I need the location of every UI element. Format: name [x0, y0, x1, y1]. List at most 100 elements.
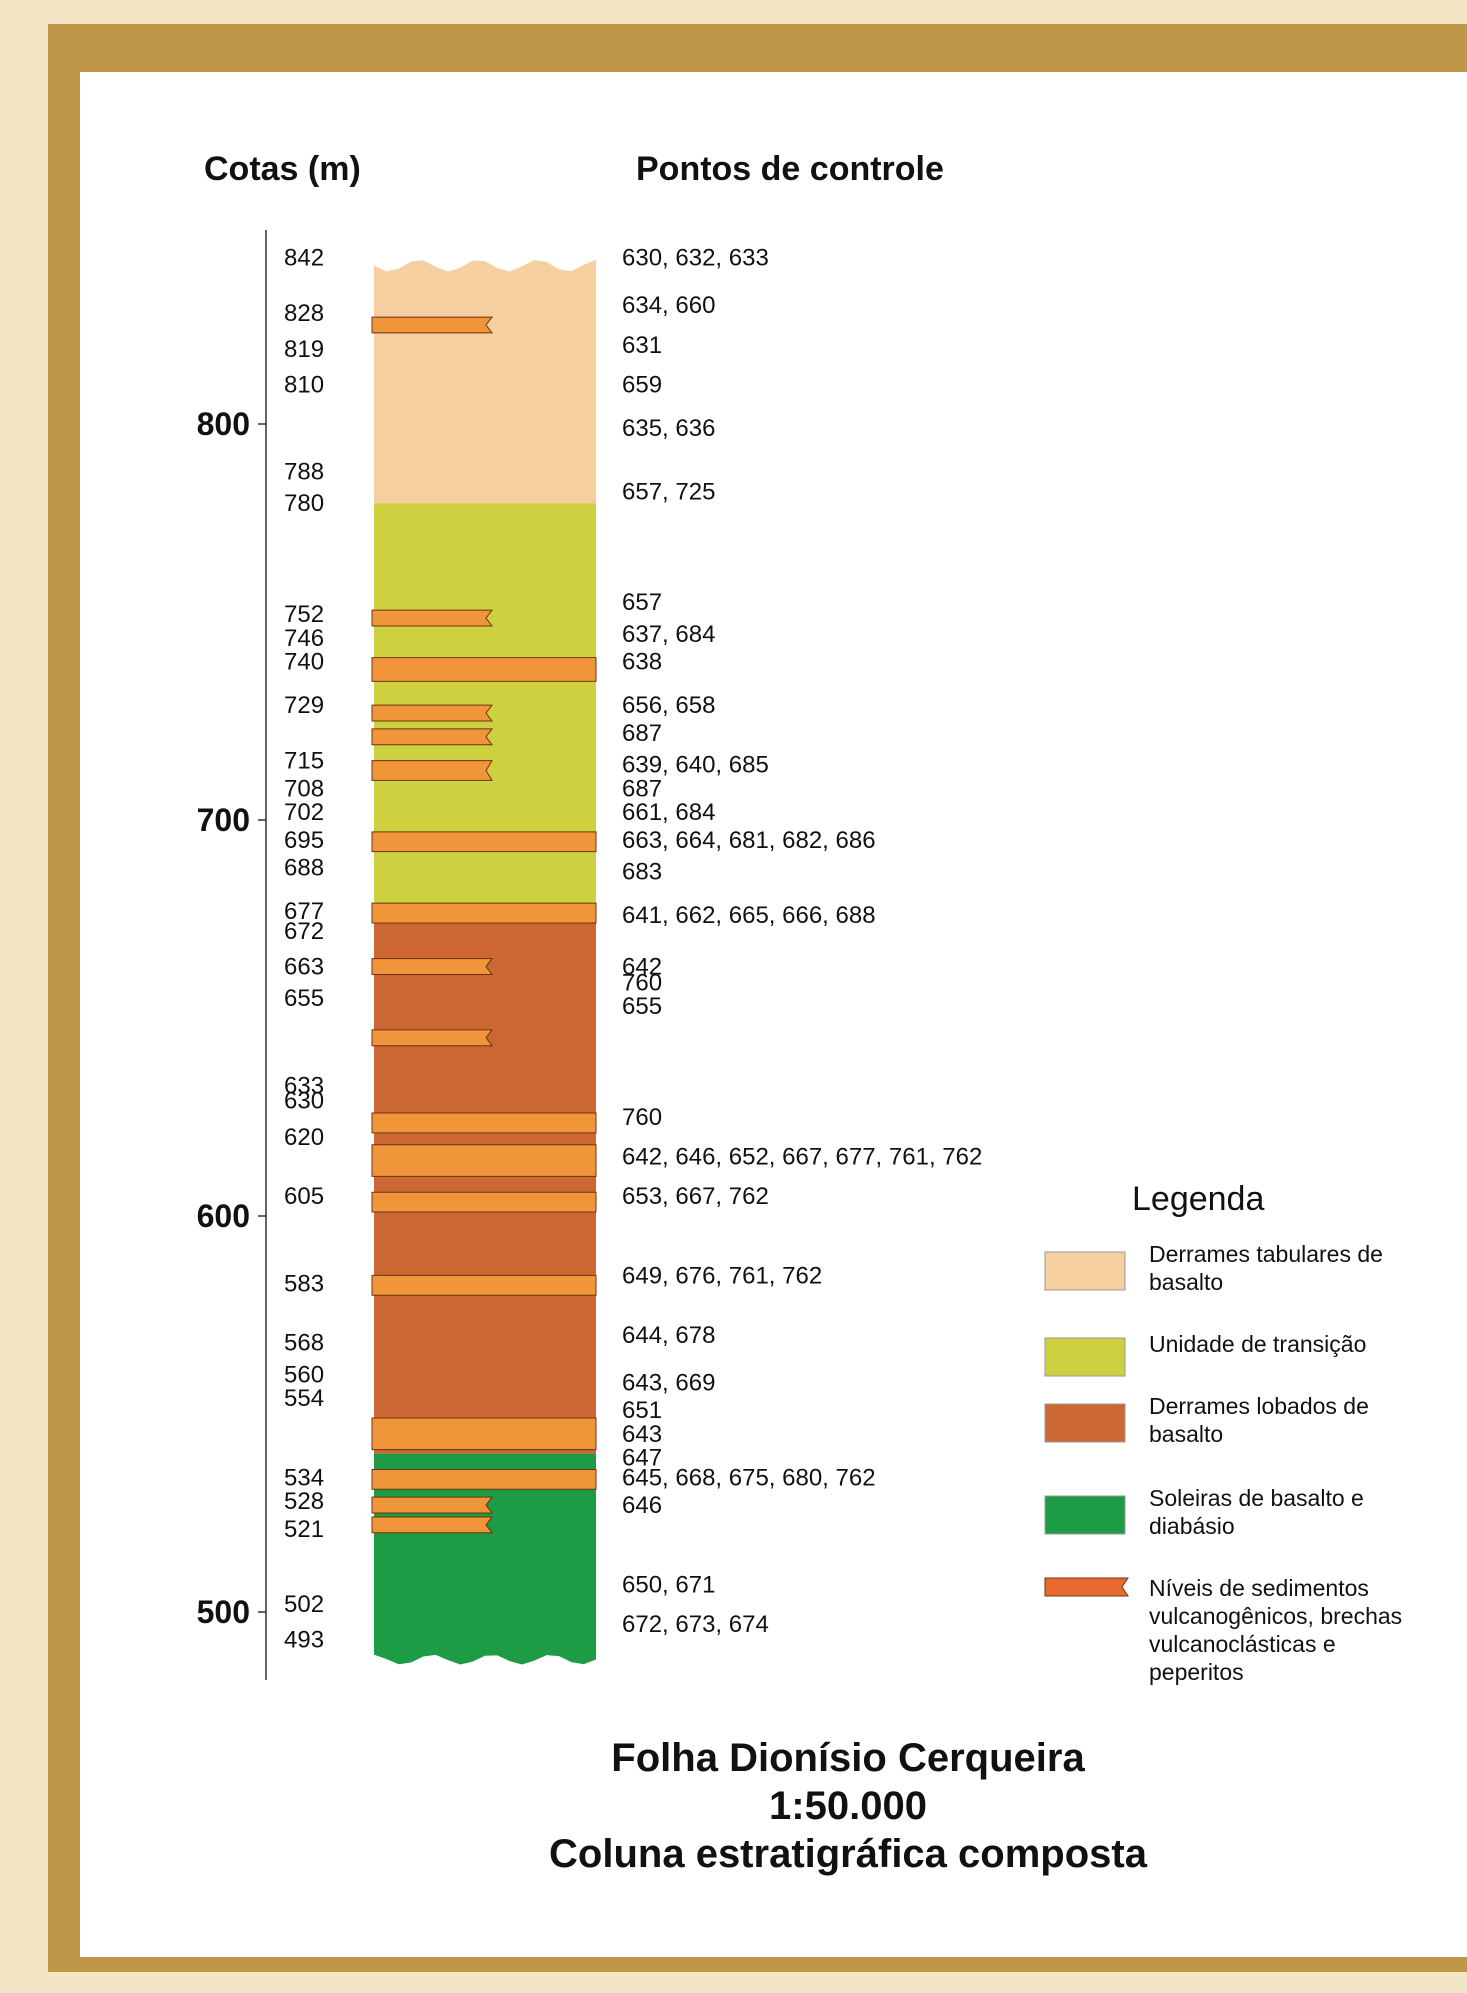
unit-block — [374, 911, 596, 1454]
legend-label: vulcanoclásticas e — [1149, 1631, 1336, 1657]
legend-label: peperitos — [1149, 1659, 1244, 1685]
sediment-layer — [372, 705, 492, 721]
sediment-layer — [372, 1497, 492, 1513]
elevation-label: 819 — [284, 336, 324, 363]
legend-swatch — [1045, 1252, 1125, 1290]
legend-label: Unidade de transição — [1149, 1331, 1366, 1357]
sediment-layer — [372, 729, 492, 745]
sediment-layer — [372, 1192, 596, 1212]
legend-swatch — [1045, 1496, 1125, 1534]
legend-swatch — [1045, 1404, 1125, 1442]
sediment-layer — [372, 610, 492, 626]
control-point-label: 631 — [622, 332, 662, 359]
elevation-label: 521 — [284, 1516, 324, 1543]
elevation-header: Cotas (m) — [204, 150, 361, 188]
sediment-layer — [372, 903, 596, 923]
axis-labels: 800 700 600 500 — [197, 406, 266, 1630]
control-point-label: 635, 636 — [622, 415, 715, 442]
sediment-layer — [372, 832, 596, 852]
legend-label: Níveis de sedimentos — [1149, 1575, 1369, 1601]
legend-label: Derrames tabulares de — [1149, 1241, 1383, 1267]
elevation-label: 780 — [284, 490, 324, 517]
control-point-label: 655 — [622, 993, 662, 1020]
elevation-label: 740 — [284, 649, 324, 676]
sheet-name: Folha Dionísio Cerqueira — [611, 1736, 1085, 1780]
column-title: Coluna estratigráfica composta — [549, 1832, 1148, 1876]
elevation-label: 702 — [284, 799, 324, 826]
control-point-label: 657, 725 — [622, 478, 715, 505]
elevation-label: 655 — [284, 985, 324, 1012]
legend-label: Derrames lobados de — [1149, 1393, 1369, 1419]
elevation-label: 695 — [284, 827, 324, 854]
elevation-label: 810 — [284, 371, 324, 398]
elevation-label: 502 — [284, 1591, 324, 1618]
control-point-label: 683 — [622, 858, 662, 885]
control-point-label: 642, 646, 652, 667, 677, 761, 762 — [622, 1144, 982, 1171]
axis-value-label: 500 — [197, 1594, 250, 1630]
elevation-label: 568 — [284, 1330, 324, 1357]
elevation-label: 630 — [284, 1087, 324, 1114]
elevation-label: 729 — [284, 692, 324, 719]
elevation-label: 583 — [284, 1270, 324, 1297]
sediment-layer — [372, 959, 492, 975]
control-point-label: 644, 678 — [622, 1322, 715, 1349]
axis-value-label: 600 — [197, 1198, 250, 1234]
control-point-label: 687 — [622, 720, 662, 747]
legend-label: basalto — [1149, 1269, 1223, 1295]
control-point-label: 661, 684 — [622, 799, 715, 826]
scale-label: 1:50.000 — [769, 1784, 927, 1828]
sediment-layer — [372, 1030, 492, 1046]
control-point-label: 656, 658 — [622, 692, 715, 719]
elevation-label: 605 — [284, 1183, 324, 1210]
control-point-label: 645, 668, 675, 680, 762 — [622, 1464, 876, 1491]
elevation-label: 842 — [284, 245, 324, 272]
legend-swatch-layer — [1045, 1578, 1128, 1596]
control-point-label: 630, 632, 633 — [622, 245, 769, 272]
sediment-layer — [372, 1145, 596, 1177]
elevation-label: 828 — [284, 300, 324, 327]
legend-swatch — [1045, 1338, 1125, 1376]
elevation-label: 688 — [284, 855, 324, 882]
control-points-header: Pontos de controle — [636, 150, 944, 188]
sediment-layer — [372, 761, 492, 781]
control-point-label: 637, 684 — [622, 621, 715, 648]
sediment-layer — [372, 1418, 596, 1450]
elevation-label: 715 — [284, 748, 324, 775]
control-point-label: 653, 667, 762 — [622, 1183, 769, 1210]
control-point-label: 672, 673, 674 — [622, 1611, 769, 1638]
sediment-layer — [372, 317, 492, 333]
control-point-label: 657 — [622, 589, 662, 616]
unit-block — [374, 260, 596, 504]
elevation-label: 493 — [284, 1627, 324, 1654]
elevation-label: 672 — [284, 918, 324, 945]
control-point-label: 650, 671 — [622, 1571, 715, 1598]
legend-label: diabásio — [1149, 1513, 1235, 1539]
elevation-labels: 8428288198107887807527467407297157087026… — [284, 245, 324, 1654]
sediment-layer — [372, 1517, 492, 1533]
control-point-label: 643, 669 — [622, 1369, 715, 1396]
control-point-label: 659 — [622, 371, 662, 398]
legend-label: basalto — [1149, 1421, 1223, 1447]
control-point-label: 646 — [622, 1492, 662, 1519]
sediment-layer — [372, 658, 596, 682]
elevation-label: 528 — [284, 1488, 324, 1515]
control-point-label: 663, 664, 681, 682, 686 — [622, 827, 876, 854]
sediment-layer — [372, 1113, 596, 1133]
elevation-label: 663 — [284, 954, 324, 981]
legend-title: Legenda — [1132, 1180, 1264, 1218]
control-point-label: 649, 676, 761, 762 — [622, 1262, 822, 1289]
sediment-layer — [372, 1469, 596, 1489]
legend-label: Soleiras de basalto e — [1149, 1485, 1364, 1511]
control-point-label: 760 — [622, 1104, 662, 1131]
control-point-label: 638 — [622, 649, 662, 676]
elevation-label: 554 — [284, 1385, 324, 1412]
axis-value-label: 800 — [197, 406, 250, 442]
control-point-label: 634, 660 — [622, 292, 715, 319]
elevation-label: 620 — [284, 1124, 324, 1151]
control-point-labels: 630, 632, 633 634, 660 631 659 635, 636 657, … — [622, 245, 982, 1638]
axis-value-label: 700 — [197, 802, 250, 838]
sediment-layer — [372, 1275, 596, 1295]
elevation-label: 788 — [284, 459, 324, 486]
